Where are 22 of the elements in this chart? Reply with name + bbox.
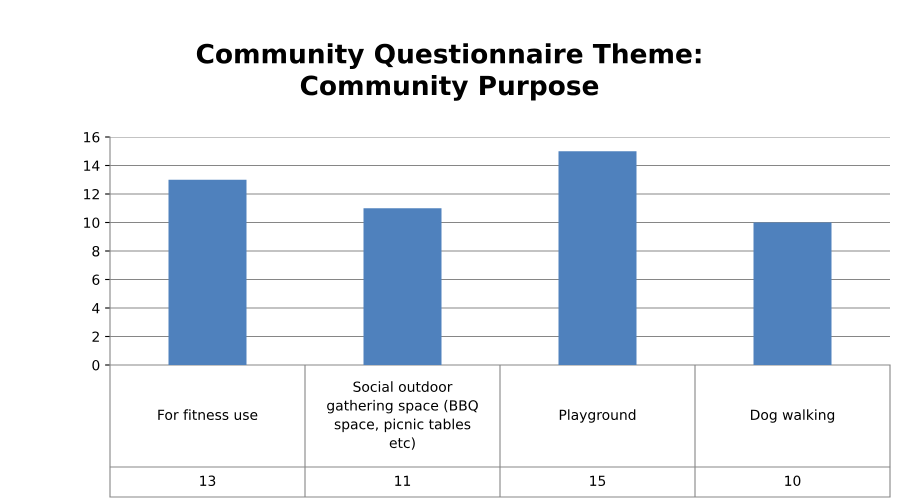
y-tick-label: 0 xyxy=(92,360,100,370)
bar xyxy=(364,208,442,365)
x-tick-label: Playground xyxy=(560,409,636,423)
data-label: 10 xyxy=(785,476,800,486)
y-tick-label: 16 xyxy=(84,132,100,142)
x-tick-label: Dog walking xyxy=(751,409,834,423)
bar xyxy=(754,222,832,365)
y-tick-label: 8 xyxy=(92,246,100,256)
y-tick-label: 12 xyxy=(84,188,99,200)
y-tick-label: 6 xyxy=(92,274,100,285)
y-tick-label: 10 xyxy=(84,217,100,228)
chart-title: Community Questionnaire Theme: Community Purpose xyxy=(196,43,700,101)
x-tick-label: Social outdoor gathering space (BBQ space, picnic tables etc) xyxy=(327,381,478,450)
y-tick-label: 2 xyxy=(92,331,99,342)
data-label: 11 xyxy=(395,476,410,486)
data-label: 15 xyxy=(590,476,606,486)
bar xyxy=(558,151,636,365)
bar xyxy=(168,180,246,365)
y-tick-label: 4 xyxy=(92,303,100,314)
y-tick-label: 14 xyxy=(84,160,100,171)
data-label: 13 xyxy=(200,476,216,486)
x-tick-label: For fitness use xyxy=(158,409,258,420)
